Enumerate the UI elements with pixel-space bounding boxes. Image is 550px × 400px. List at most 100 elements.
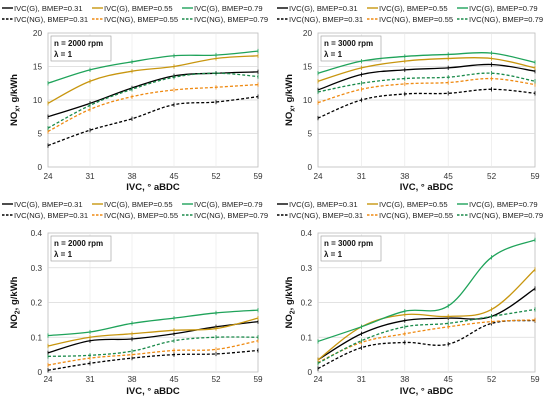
- y-tick-label: 0: [307, 368, 312, 377]
- series-line: [47, 72, 259, 129]
- legend-label: IVC(G), BMEP=0.31: [14, 200, 83, 209]
- annotation-box: [320, 35, 382, 62]
- legend-label: IVC(NG), BMEP=0.79: [469, 15, 543, 24]
- y-tick-label: 0.1: [31, 333, 43, 342]
- series-line: [317, 319, 536, 363]
- legend-label: IVC(G), BMEP=0.79: [469, 4, 538, 13]
- x-tick-label: 24: [43, 172, 53, 181]
- legend-label: IVC(G), BMEP=0.55: [104, 200, 173, 209]
- x-tick-label: 24: [313, 172, 323, 181]
- series-3: [317, 50, 536, 76]
- legend: IVC(G), BMEP=0.31 IVC(G), BMEP=0.55 IVC(G)…: [277, 200, 543, 220]
- series-line: [47, 317, 259, 347]
- y-tick-label: 20: [303, 29, 313, 38]
- series-line: [317, 63, 536, 91]
- series-5: [317, 76, 536, 105]
- x-tick-label: 52: [211, 172, 221, 181]
- x-tick-label: 59: [530, 172, 540, 181]
- legend-label: IVC(G), BMEP=0.55: [379, 200, 448, 209]
- x-tick-label: 38: [400, 375, 410, 384]
- series-6: [47, 335, 259, 359]
- y-tick-label: 0.2: [31, 299, 43, 308]
- legend-label: IVC(G), BMEP=0.55: [379, 4, 448, 13]
- chart-panel-1: IVC(G), BMEP=0.31 IVC(G), BMEP=0.55 IVC(G)…: [2, 4, 268, 193]
- annotation-rpm: n = 2000 rpm: [54, 239, 103, 248]
- y-tick-label: 0: [37, 368, 42, 377]
- series-2: [317, 56, 536, 84]
- y-axis-label: NO2, g/kWh: [9, 276, 22, 328]
- annotation-box: [320, 235, 382, 262]
- legend: IVC(G), BMEP=0.31 IVC(G), BMEP=0.55 IVC(G)…: [277, 4, 543, 24]
- series-line: [47, 83, 259, 133]
- series-line: [47, 336, 259, 358]
- legend-label: IVC(NG), BMEP=0.55: [104, 211, 178, 220]
- y-tick-label: 0.3: [31, 264, 43, 273]
- legend-label: IVC(NG), BMEP=0.55: [104, 15, 178, 24]
- x-tick-label: 38: [127, 375, 137, 384]
- series-line: [317, 51, 536, 74]
- y-tick-label: 0.1: [301, 333, 313, 342]
- series-4: [47, 94, 259, 148]
- legend-label: IVC(G), BMEP=0.79: [194, 4, 263, 13]
- series-line: [317, 72, 536, 93]
- series-line: [317, 77, 536, 104]
- x-tick-label: 59: [530, 375, 540, 384]
- legend-label: IVC(NG), BMEP=0.79: [194, 15, 268, 24]
- series-line: [47, 349, 259, 371]
- annotation-lambda: λ = 1: [324, 50, 343, 59]
- x-tick-label: 24: [43, 375, 53, 384]
- legend-label: IVC(NG), BMEP=0.55: [379, 15, 453, 24]
- x-tick-label: 59: [253, 375, 263, 384]
- legend-label: IVC(G), BMEP=0.31: [289, 200, 358, 209]
- series-line: [317, 319, 536, 370]
- x-tick-label: 31: [357, 375, 367, 384]
- series-line: [47, 340, 259, 366]
- chart-panel-2: IVC(G), BMEP=0.31 IVC(G), BMEP=0.55 IVC(G)…: [277, 4, 543, 193]
- y-tick-label: 0.4: [31, 229, 43, 238]
- x-tick-label: 38: [127, 172, 137, 181]
- series-line: [317, 269, 536, 361]
- series-line: [47, 96, 259, 147]
- series-line: [47, 55, 259, 104]
- y-tick-label: 0.4: [301, 229, 313, 238]
- x-tick-label: 31: [85, 375, 95, 384]
- x-axis-label: IVC, ° aBDC: [400, 182, 454, 193]
- series-line: [317, 88, 536, 119]
- x-tick-label: 52: [487, 172, 497, 181]
- x-tick-label: 45: [444, 172, 454, 181]
- y-axis-label: NOx, g/kWh: [9, 74, 22, 126]
- series-4: [47, 348, 259, 373]
- series-3: [317, 237, 536, 344]
- y-tick-label: 10: [33, 96, 43, 105]
- legend-label: IVC(NG), BMEP=0.31: [289, 211, 363, 220]
- annotation-box: [50, 35, 112, 62]
- x-tick-label: 31: [357, 172, 367, 181]
- legend-label: IVC(NG), BMEP=0.55: [379, 211, 453, 220]
- chart-panel-3: IVC(G), BMEP=0.31 IVC(G), BMEP=0.55 IVC(G)…: [2, 200, 268, 397]
- series-2: [47, 53, 259, 106]
- y-tick-label: 5: [37, 130, 42, 139]
- legend-label: IVC(G), BMEP=0.79: [469, 200, 538, 209]
- legend-label: IVC(G), BMEP=0.31: [14, 4, 83, 13]
- series-line: [317, 308, 536, 364]
- series-line: [47, 50, 259, 84]
- series-6: [317, 71, 536, 95]
- series-line: [317, 56, 536, 82]
- series-2: [317, 267, 536, 363]
- legend-label: IVC(G), BMEP=0.55: [104, 4, 173, 13]
- legend-label: IVC(G), BMEP=0.79: [194, 200, 263, 209]
- series-3: [47, 48, 259, 86]
- chart-panel-4: IVC(G), BMEP=0.31 IVC(G), BMEP=0.55 IVC(G)…: [277, 200, 543, 397]
- series-line: [317, 288, 536, 361]
- legend-label: IVC(NG), BMEP=0.79: [469, 211, 543, 220]
- series-2: [47, 315, 259, 349]
- annotation-rpm: n = 2000 rpm: [54, 39, 103, 48]
- x-tick-label: 45: [169, 375, 179, 384]
- y-tick-label: 0: [307, 163, 312, 172]
- series-5: [47, 82, 259, 134]
- series-line: [47, 320, 259, 354]
- series-4: [317, 318, 536, 371]
- y-tick-label: 0.3: [301, 264, 313, 273]
- x-tick-label: 24: [313, 375, 323, 384]
- y-axis-label: NOx, g/kWh: [284, 74, 297, 126]
